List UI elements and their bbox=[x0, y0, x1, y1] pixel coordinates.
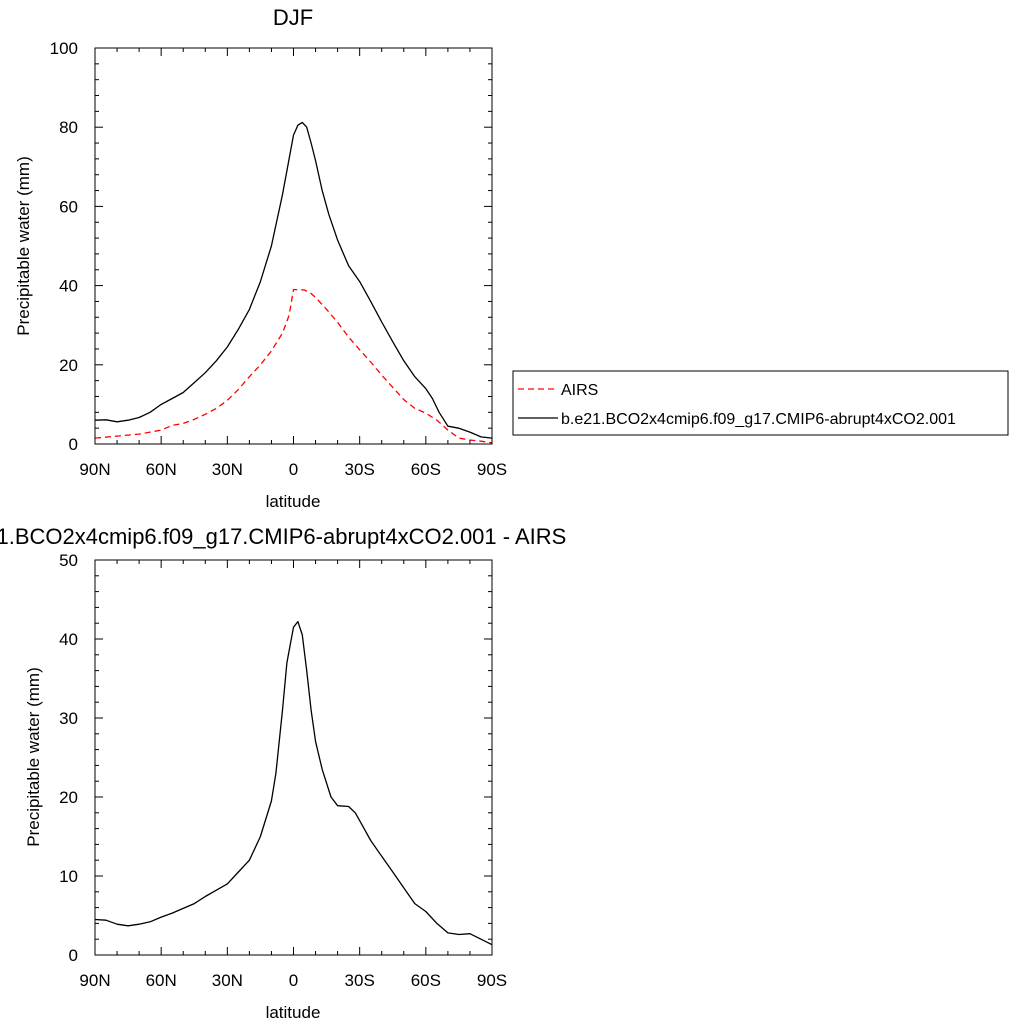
bottom-ytick-label: 40 bbox=[59, 630, 78, 649]
bottom-ytick-label: 0 bbox=[69, 946, 78, 965]
bottom-frame bbox=[94, 559, 493, 956]
bottom-plot-area: 90N 60N 30N 0 30S 60S 90S 0 10 20 30 40 50 bbox=[59, 551, 507, 990]
top-xtick-label: 90S bbox=[477, 460, 507, 479]
top-ytick-label: 40 bbox=[59, 277, 78, 296]
bottom-xtick-label: 90S bbox=[477, 971, 507, 990]
bottom-series-1-line bbox=[94, 620, 493, 946]
bottom-xtick-label: 30S bbox=[345, 971, 375, 990]
top-ytick-label: 0 bbox=[69, 435, 78, 454]
legend-label-airs: AIRS bbox=[561, 382, 598, 399]
bottom-xtick-label: 60S bbox=[411, 971, 441, 990]
bottom-panel: b.e21.BCO2x4cmip6.f09_g17.CMIP6-abrupt4x… bbox=[0, 524, 566, 1022]
top-chart-xlabel: latitude bbox=[266, 492, 321, 511]
bottom-xtick-label: 0 bbox=[289, 971, 298, 990]
top-series-1-line bbox=[94, 288, 493, 444]
top-xtick-label: 30N bbox=[212, 460, 243, 479]
legend: AIRS b.e21.BCO2x4cmip6.f09_g17.CMIP6-abr… bbox=[512, 370, 1009, 436]
top-frame bbox=[94, 47, 493, 445]
top-ytick-label: 60 bbox=[59, 197, 78, 216]
bottom-ytick-label: 20 bbox=[59, 788, 78, 807]
bottom-xtick-label: 30N bbox=[212, 971, 243, 990]
bottom-xtick-label: 90N bbox=[79, 971, 110, 990]
bottom-xtick-label: 60N bbox=[146, 971, 177, 990]
bottom-ytick-label: 30 bbox=[59, 709, 78, 728]
top-xtick-label: 30S bbox=[345, 460, 375, 479]
top-series-2-line bbox=[94, 121, 493, 439]
bottom-chart-xlabel: latitude bbox=[266, 1003, 321, 1022]
top-ytick-label: 100 bbox=[50, 39, 78, 58]
bottom-ytick-label: 50 bbox=[59, 551, 78, 570]
legend-label-model: b.e21.BCO2x4cmip6.f09_g17.CMIP6-abrupt4x… bbox=[561, 411, 956, 428]
top-xtick-label: 0 bbox=[289, 460, 298, 479]
top-panel: DJF Precipitable water (mm) latitude 90N… bbox=[14, 5, 507, 511]
top-ytick-label: 20 bbox=[59, 356, 78, 375]
top-xtick-label: 90N bbox=[79, 460, 110, 479]
bottom-chart-title: b.e21.BCO2x4cmip6.f09_g17.CMIP6-abrupt4x… bbox=[0, 524, 566, 549]
legend-box bbox=[512, 370, 1009, 436]
bottom-ytick-label: 10 bbox=[59, 867, 78, 886]
top-chart-ylabel: Precipitable water (mm) bbox=[14, 156, 33, 336]
bottom-chart-ylabel: Precipitable water (mm) bbox=[24, 667, 43, 847]
top-xtick-label: 60S bbox=[411, 460, 441, 479]
top-ytick-label: 80 bbox=[59, 118, 78, 137]
top-plot-area: 90N 60N 30N 0 30S 60S 90S 0 20 40 60 80 100 bbox=[50, 39, 508, 479]
top-xtick-label: 60N bbox=[146, 460, 177, 479]
top-chart-title: DJF bbox=[273, 5, 313, 30]
